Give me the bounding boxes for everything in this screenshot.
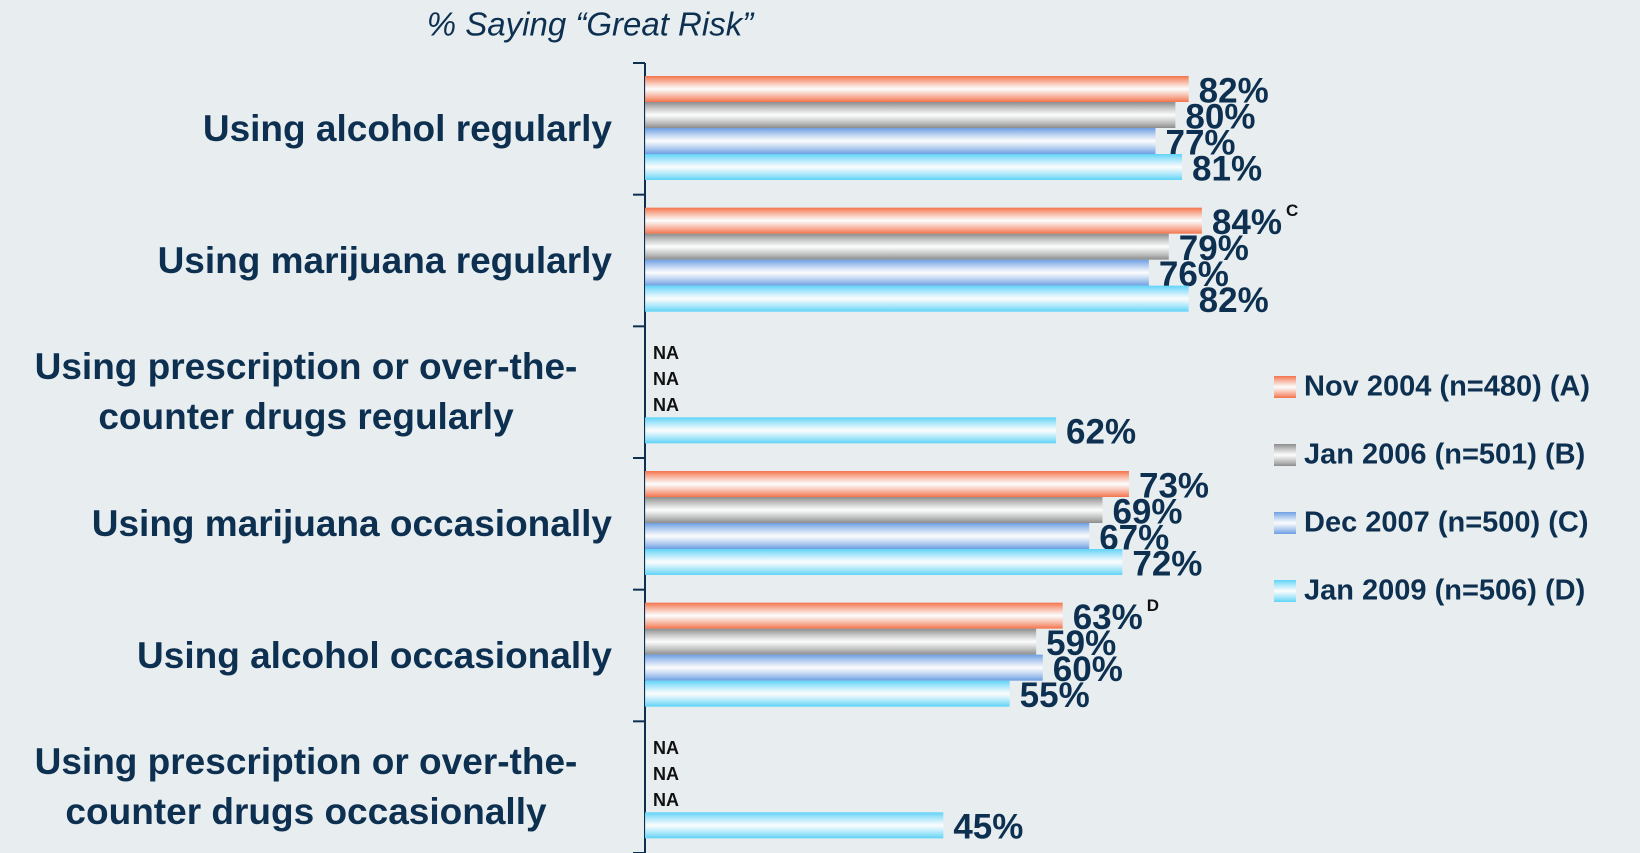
- value-label: 62%: [1066, 413, 1136, 452]
- value-label: 63%: [1073, 598, 1143, 637]
- bar: [645, 549, 1123, 575]
- category-text: Using alcohol regularly: [202, 107, 612, 149]
- chart-title: % Saying “Great Risk”: [427, 6, 755, 43]
- category-text: Using marijuana regularly: [157, 239, 612, 281]
- value-label: 69%: [1112, 492, 1182, 531]
- value-label: 84%: [1212, 203, 1282, 242]
- bar: [645, 417, 1057, 444]
- na-label: NA: [653, 764, 679, 784]
- category-label: Using alcohol regularly: [0, 104, 612, 154]
- na-label: NA: [653, 369, 679, 389]
- value-label: 82%: [1199, 71, 1269, 110]
- bar: [645, 628, 1037, 655]
- legend-swatch: [1274, 444, 1296, 466]
- bar: [645, 76, 1189, 102]
- value-label: 81%: [1192, 149, 1262, 188]
- value-label: 59%: [1046, 624, 1116, 663]
- bar: [645, 102, 1176, 128]
- legend-label: Jan 2006 (n=501) (B): [1304, 439, 1585, 471]
- value-label: 60%: [1053, 650, 1123, 689]
- bar: [645, 654, 1043, 681]
- note-label: C: [1286, 201, 1298, 220]
- bar: [645, 259, 1149, 286]
- bar: [645, 602, 1063, 629]
- value-label: 45%: [953, 808, 1023, 847]
- bar: [645, 207, 1202, 234]
- category-label: Using prescription or over-the-counter d…: [0, 342, 612, 442]
- na-label: NA: [653, 738, 679, 758]
- category-label: Using prescription or over-the-counter d…: [0, 737, 612, 837]
- na-label: NA: [653, 790, 679, 810]
- legend-label: Jan 2009 (n=506) (D): [1304, 575, 1585, 607]
- bar: [645, 128, 1156, 154]
- category-label: Using alcohol occasionally: [0, 631, 612, 681]
- bar: [645, 497, 1103, 523]
- value-label: 79%: [1179, 229, 1249, 268]
- category-label: Using marijuana occasionally: [0, 499, 612, 549]
- value-label: 80%: [1185, 97, 1255, 136]
- legend-swatch: [1274, 512, 1296, 534]
- bar: [645, 680, 1010, 707]
- na-label: NA: [653, 343, 679, 363]
- category-text: Using marijuana occasionally: [91, 502, 612, 544]
- legend-swatch: [1274, 580, 1296, 602]
- value-label: 82%: [1199, 281, 1269, 320]
- value-label: 72%: [1132, 544, 1202, 583]
- note-label: D: [1147, 596, 1159, 615]
- bar: [645, 523, 1090, 549]
- category-text: Using prescription or over-the-counter d…: [34, 741, 578, 833]
- legend-label: Nov 2004 (n=480) (A): [1304, 371, 1590, 403]
- bar: [645, 233, 1169, 260]
- category-text: Using alcohol occasionally: [137, 634, 612, 676]
- bar: [645, 285, 1189, 312]
- category-label: Using marijuana regularly: [0, 236, 612, 286]
- bar: [645, 812, 944, 839]
- legend-swatch: [1274, 376, 1296, 398]
- na-label: NA: [653, 395, 679, 415]
- bar: [645, 154, 1183, 180]
- legend-label: Dec 2007 (n=500) (C): [1304, 507, 1589, 539]
- category-text: Using prescription or over-the-counter d…: [34, 346, 578, 438]
- bar: [645, 471, 1129, 497]
- value-label: 73%: [1139, 466, 1209, 505]
- value-label: 55%: [1020, 676, 1090, 715]
